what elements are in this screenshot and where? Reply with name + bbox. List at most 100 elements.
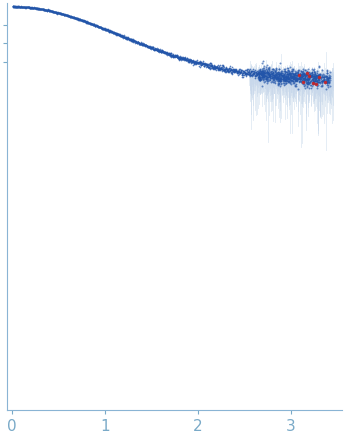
Point [287,70,292,77]
Point [19,3,24,10]
Point [296,73,302,80]
Point [318,75,323,82]
Point [231,67,237,74]
Point [278,70,284,77]
Point [157,47,163,54]
Point [153,47,159,54]
Point [270,79,276,86]
Point [292,75,297,82]
Point [25,3,30,10]
Point [276,75,281,82]
Point [293,72,299,79]
Point [319,83,325,90]
Point [43,7,49,14]
Point [299,71,305,78]
Point [309,72,314,79]
Point [263,71,268,78]
Point [18,3,23,10]
Point [86,20,91,27]
Point [169,52,175,59]
Point [286,70,291,77]
Point [123,35,128,42]
Point [313,78,318,85]
Point [326,78,332,85]
Point [140,42,146,49]
Point [267,73,273,80]
Point [26,4,31,11]
Point [277,75,283,82]
Point [270,68,275,75]
Point [285,67,291,74]
Point [154,47,160,54]
Point [307,73,312,80]
Point [280,73,285,80]
Point [115,31,120,38]
Point [106,28,112,35]
Point [257,73,262,80]
Point [132,38,137,45]
Point [272,78,277,85]
Point [313,80,318,87]
Point [70,14,76,21]
Point [311,74,316,81]
Point [190,57,196,64]
Point [60,10,66,17]
Point [34,5,40,12]
Point [275,75,281,82]
Point [134,39,139,46]
Point [230,66,236,73]
Point [315,72,321,79]
Point [278,72,284,79]
Point [250,66,256,73]
Point [171,52,177,59]
Point [166,50,171,57]
Point [290,70,295,77]
Point [288,72,293,79]
Point [99,25,105,32]
Point [257,76,263,83]
Point [294,76,300,83]
Point [198,61,204,68]
Point [113,31,119,38]
Point [141,42,147,49]
Point [279,75,284,82]
Point [261,62,267,69]
Point [97,24,103,31]
Point [161,48,167,55]
Point [260,73,266,80]
Point [307,70,312,77]
Point [113,29,118,36]
Point [255,67,260,74]
Point [149,45,154,52]
Point [306,80,312,87]
Point [107,28,112,35]
Point [311,71,317,78]
Point [288,75,294,82]
Point [278,74,283,81]
Point [58,10,63,17]
Point [111,29,116,36]
Point [73,14,79,21]
Point [238,68,244,75]
Point [230,67,236,74]
Point [137,40,142,47]
Point [163,50,168,57]
Point [59,10,65,17]
Point [276,69,282,76]
Point [264,73,269,80]
Point [226,68,231,75]
Point [212,65,218,72]
Point [110,29,115,36]
Point [263,73,269,80]
Point [274,76,279,83]
Point [84,18,90,25]
Point [285,79,290,86]
Point [80,17,85,24]
Point [221,66,226,73]
Point [313,75,319,82]
Point [147,44,153,51]
Point [268,71,273,78]
Point [83,18,89,25]
Point [294,77,299,84]
Point [106,27,111,34]
